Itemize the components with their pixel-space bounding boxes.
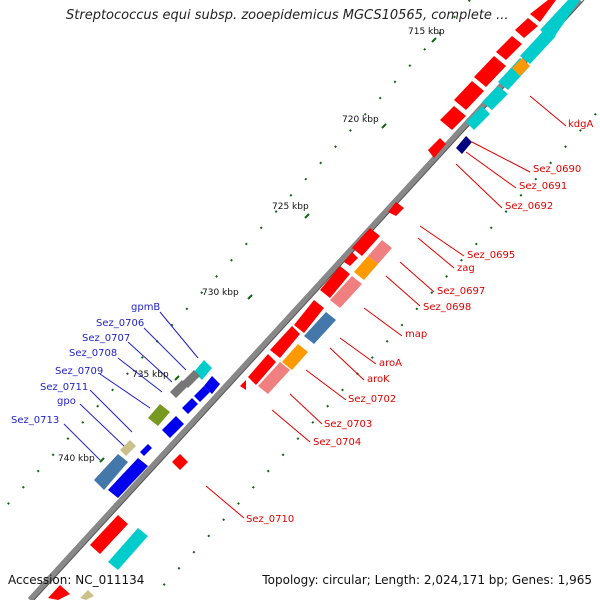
left-connectors (63, 311, 199, 461)
forward-genes[interactable] (48, 0, 556, 600)
accent-genes[interactable] (258, 58, 530, 394)
tick-label-725: 725 kbp (272, 202, 309, 212)
gene-label-aroK[interactable]: aroK (367, 374, 390, 385)
gene-label-Sez_0708[interactable]: Sez_0708 (69, 348, 118, 359)
tick-label-740: 740 kbp (58, 454, 95, 464)
gene-label-Sez_0709[interactable]: Sez_0709 (55, 366, 104, 377)
map-title: Streptococcus equi subsp. zooepidemicus … (66, 8, 509, 23)
right-connectors (205, 95, 567, 519)
gene-label-Sez_0706[interactable]: Sez_0706 (96, 318, 145, 329)
gene-label-Sez_0707[interactable]: Sez_0707 (82, 333, 131, 344)
gene-label-Sez_0704[interactable]: Sez_0704 (313, 437, 362, 448)
topology-text: Topology: circular; Length: 2,024,171 bp… (262, 573, 592, 587)
tick-label-715: 715 kbp (408, 27, 445, 37)
gene-label-kdgA[interactable]: kdgA (568, 119, 594, 130)
tick-label-730: 730 kbp (202, 288, 239, 298)
tick-label-735: 735 kbp (132, 370, 169, 380)
gene-label-Sez_0697[interactable]: Sez_0697 (437, 286, 486, 297)
gene-label-Sez_0690[interactable]: Sez_0690 (533, 164, 582, 175)
gene-label-Sez_0710[interactable]: Sez_0710 (246, 514, 295, 525)
gene-label-Sez_0702[interactable]: Sez_0702 (348, 394, 397, 405)
gene-label-Sez_0691[interactable]: Sez_0691 (519, 181, 568, 192)
gene-label-Sez_0695[interactable]: Sez_0695 (467, 250, 516, 261)
gene-label-Sez_0703[interactable]: Sez_0703 (324, 419, 373, 430)
gene-label-Sez_0692[interactable]: Sez_0692 (505, 201, 554, 212)
gene-label-Sez_0713[interactable]: Sez_0713 (11, 415, 60, 426)
gene-label-aroA[interactable]: aroA (379, 358, 402, 369)
gene-label-zag[interactable]: zag (457, 263, 475, 274)
gene-label-Sez_0711[interactable]: Sez_0711 (40, 382, 89, 393)
reverse-genes[interactable] (80, 360, 220, 600)
gene-label-map[interactable]: map (405, 329, 428, 340)
tick-marks (99, 37, 437, 463)
accession-text: Accession: NC_011134 (8, 573, 145, 587)
gene-label-Sez_0698[interactable]: Sez_0698 (423, 302, 472, 313)
gene-label-gpo[interactable]: gpo (57, 396, 76, 407)
rna-genes[interactable] (108, 0, 580, 570)
tick-label-720: 720 kbp (342, 115, 379, 125)
gene-label-gpmB[interactable]: gpmB (131, 302, 161, 313)
